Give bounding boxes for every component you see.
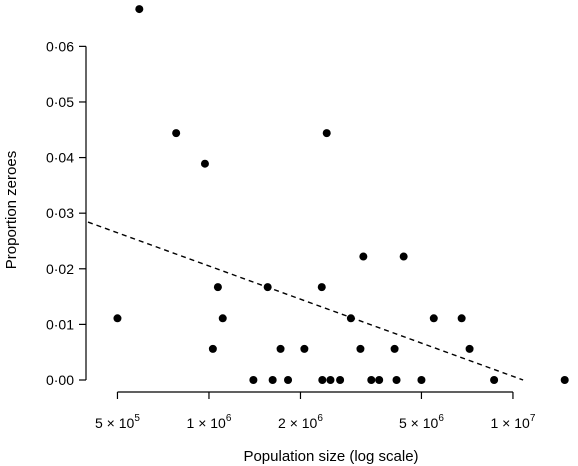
data-point [135,5,144,14]
data-point [356,344,365,353]
data-point [359,252,368,261]
data-point [284,376,293,384]
x-tick-label: 1 × 106 [187,413,232,431]
y-tick-label: 0·06 [46,38,74,54]
y-tick-label: 0·04 [46,150,74,166]
x-tick-label: 1 × 107 [491,413,536,431]
data-point [367,376,376,384]
data-point [300,344,309,353]
data-point [200,159,209,168]
data-point [490,376,499,384]
data-point [465,344,474,353]
y-tick-label: 0·00 [46,372,74,388]
y-tick-label: 0·02 [46,261,74,277]
x-axis: 5 × 105 1 × 106 2 × 106 5 × 106 1 × 107 [95,391,536,431]
data-point [218,314,227,323]
y-tick-label: 0·05 [46,94,74,110]
data-point [208,344,217,353]
data-point [322,129,331,138]
y-axis: 0·00 0·01 0·02 0·03 0·04 0·05 0·06 [46,38,87,388]
data-point [336,376,345,384]
y-axis-label: Proportion zeroes [3,151,20,269]
data-point [399,252,408,261]
data-point [263,283,272,292]
data-point [317,283,326,292]
trend-line [87,221,524,381]
data-point [318,376,327,384]
data-point [346,314,355,323]
x-tick-label: 5 × 105 [95,413,140,431]
data-point [113,314,122,323]
y-tick-label: 0·03 [46,205,74,221]
data-point [560,376,569,384]
trend-line-group [87,221,524,381]
x-axis-label: Population size (log scale) [243,448,418,465]
data-points [113,5,569,384]
data-point [276,344,285,353]
data-point [213,283,222,292]
x-tick-label: 5 × 106 [399,413,444,431]
x-tick-label: 2 × 106 [278,413,323,431]
data-point [268,376,277,384]
data-point [392,376,401,384]
data-point [375,376,384,384]
data-point [457,314,466,323]
data-point [417,376,426,384]
data-point [249,376,258,384]
data-point [429,314,438,323]
y-tick-label: 0·01 [46,316,74,332]
data-point [390,344,399,353]
data-point [326,376,335,384]
data-point [172,129,181,138]
